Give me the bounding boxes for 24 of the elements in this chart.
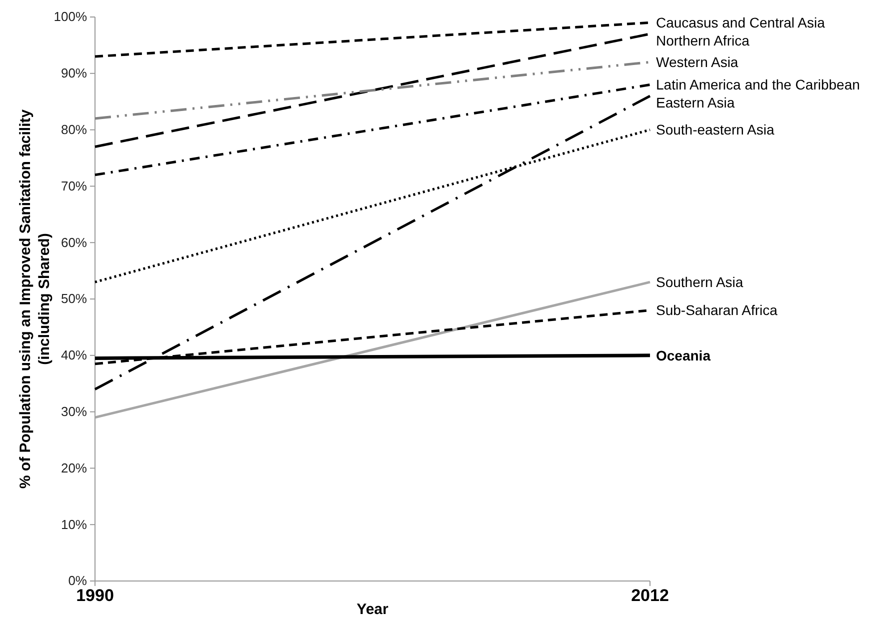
series-label: Eastern Asia [656, 94, 735, 111]
series-label: Southern Asia [656, 274, 744, 290]
y-axis-title: % of Population using an Improved Sanitation facility (including Shared) [17, 108, 53, 489]
series-label: Oceania [656, 347, 711, 364]
y-tick-label: 70% [60, 178, 88, 194]
y-tick-label: 10% [60, 516, 88, 532]
y-tick-label: 90% [60, 66, 88, 81]
y-tick-label: 20% [60, 460, 88, 476]
y-tick-label: 100% [54, 9, 88, 24]
x-axis-title: Year [356, 601, 389, 618]
y-tick-label: 40% [60, 348, 88, 363]
y-tick-label: 60% [60, 234, 88, 250]
series-label: Latin America and the Caribbean [656, 76, 860, 93]
series-label: South-eastern Asia [656, 122, 775, 138]
series-label: Northern Africa [656, 32, 750, 49]
y-tick-label: 30% [60, 404, 88, 419]
series-label: Western Asia [656, 54, 738, 70]
y-tick-label: 80% [60, 122, 88, 137]
x-tick-label: 1990 [76, 586, 114, 606]
series-label: Caucasus and Central Asia [656, 14, 826, 31]
y-tick-label: 0% [68, 573, 88, 588]
x-tick-label: 2012 [631, 586, 669, 606]
y-tick-label: 50% [60, 291, 88, 306]
series-label: Sub-Saharan Africa [656, 302, 778, 318]
